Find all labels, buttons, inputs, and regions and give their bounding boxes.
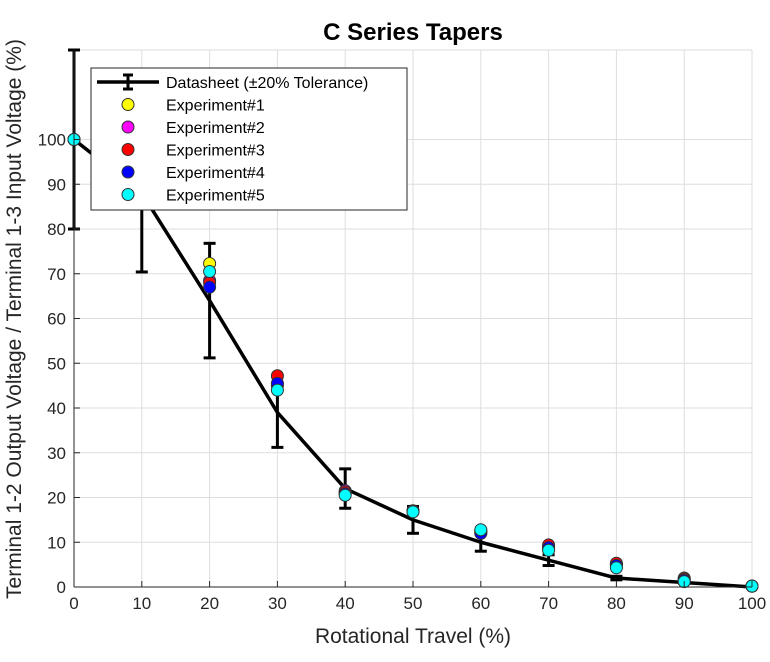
legend-label: Experiment#3 <box>166 143 265 160</box>
y-tick-label: 90 <box>47 175 66 194</box>
legend-marker <box>121 98 135 111</box>
x-tick-label: 70 <box>539 594 558 613</box>
y-tick-label: 20 <box>47 489 66 508</box>
x-tick-label: 80 <box>607 594 626 613</box>
y-tick-label: 80 <box>47 220 66 239</box>
legend-box <box>90 67 408 211</box>
data-point <box>609 561 623 575</box>
y-tick-label: 50 <box>47 354 66 373</box>
y-tick-label: 10 <box>47 533 66 552</box>
plot-area <box>67 48 759 593</box>
x-tick-label: 60 <box>471 594 490 613</box>
x-tick-label: 30 <box>268 594 287 613</box>
legend: Datasheet (±20% Tolerance) Experiment#1 Ex… <box>90 67 408 211</box>
legend-label: Experiment#5 <box>166 188 265 205</box>
chart-title: C Series Tapers <box>323 19 503 46</box>
data-point <box>203 265 217 279</box>
x-tick-label: 10 <box>132 594 151 613</box>
legend-marker <box>121 188 135 201</box>
data-point <box>270 383 284 397</box>
data-point <box>406 505 420 519</box>
legend-label: Experiment#4 <box>166 165 265 182</box>
legend-marker <box>121 143 135 156</box>
y-tick-label: 60 <box>47 310 66 329</box>
data-point <box>542 543 556 557</box>
x-tick-label: 50 <box>404 594 423 613</box>
legend-marker <box>121 120 135 134</box>
y-tick-label: 0 <box>57 578 66 597</box>
x-axis-label: Rotational Travel (%) <box>315 625 511 648</box>
x-tick-label: 40 <box>336 594 355 613</box>
y-tick-label: 30 <box>47 444 66 463</box>
y-tick-label: 70 <box>47 265 66 284</box>
legend-marker <box>121 165 135 179</box>
legend-label: Experiment#1 <box>166 98 265 115</box>
x-tick-label: 0 <box>69 594 78 613</box>
axes: 0 10 20 30 40 50 60 70 80 90 100 0 10 20 30 40 50 60 70 80 9… <box>38 50 766 613</box>
x-tick-label: 100 <box>738 594 766 613</box>
legend-label: Experiment#2 <box>166 120 265 137</box>
data-point <box>474 523 488 537</box>
datasheet-line <box>72 138 753 589</box>
legend-label: Datasheet (±20% Tolerance) <box>166 75 368 92</box>
x-tick-label: 90 <box>675 594 694 613</box>
data-point <box>203 280 217 294</box>
y-axis-label: Terminal 1-2 Output Voltage / Terminal 1… <box>3 39 26 599</box>
y-tick-label: 100 <box>38 131 66 150</box>
y-tick-label: 40 <box>47 399 66 418</box>
x-tick-label: 20 <box>200 594 219 613</box>
data-point <box>338 488 352 502</box>
